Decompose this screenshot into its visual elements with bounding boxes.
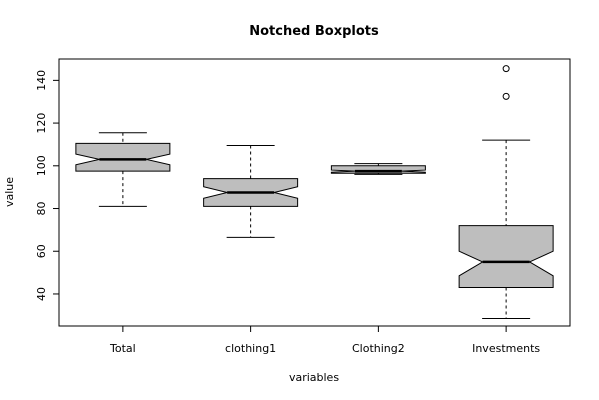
x-axis: Total clothing1 Clothing2 Investments (109, 325, 540, 355)
outlier-point (502, 65, 510, 73)
box-total (75, 132, 171, 207)
x-tick-label: Investments (472, 342, 540, 355)
chart-title: Notched Boxplots (249, 24, 379, 39)
notched-box (75, 142, 171, 172)
y-tick-label: 140 (35, 70, 48, 91)
box-investments (458, 65, 554, 320)
x-tick-label: Clothing2 (352, 342, 405, 355)
notched-box (458, 225, 554, 289)
x-axis-label: variables (289, 371, 339, 384)
y-tick-label: 60 (35, 244, 48, 258)
boxes (75, 65, 554, 320)
box-clothing2 (330, 163, 426, 175)
x-tick-label: Total (109, 342, 136, 355)
y-axis-label: value (3, 177, 16, 207)
outlier-point (502, 92, 510, 100)
y-tick-label: 120 (35, 113, 48, 134)
y-tick-label: 100 (35, 155, 48, 176)
x-tick-label: clothing1 (225, 342, 276, 355)
y-tick-label: 40 (35, 287, 48, 301)
box-clothing1 (203, 145, 299, 238)
y-tick-label: 80 (35, 202, 48, 216)
y-axis: 40 60 80 100 120 140 (35, 70, 60, 301)
